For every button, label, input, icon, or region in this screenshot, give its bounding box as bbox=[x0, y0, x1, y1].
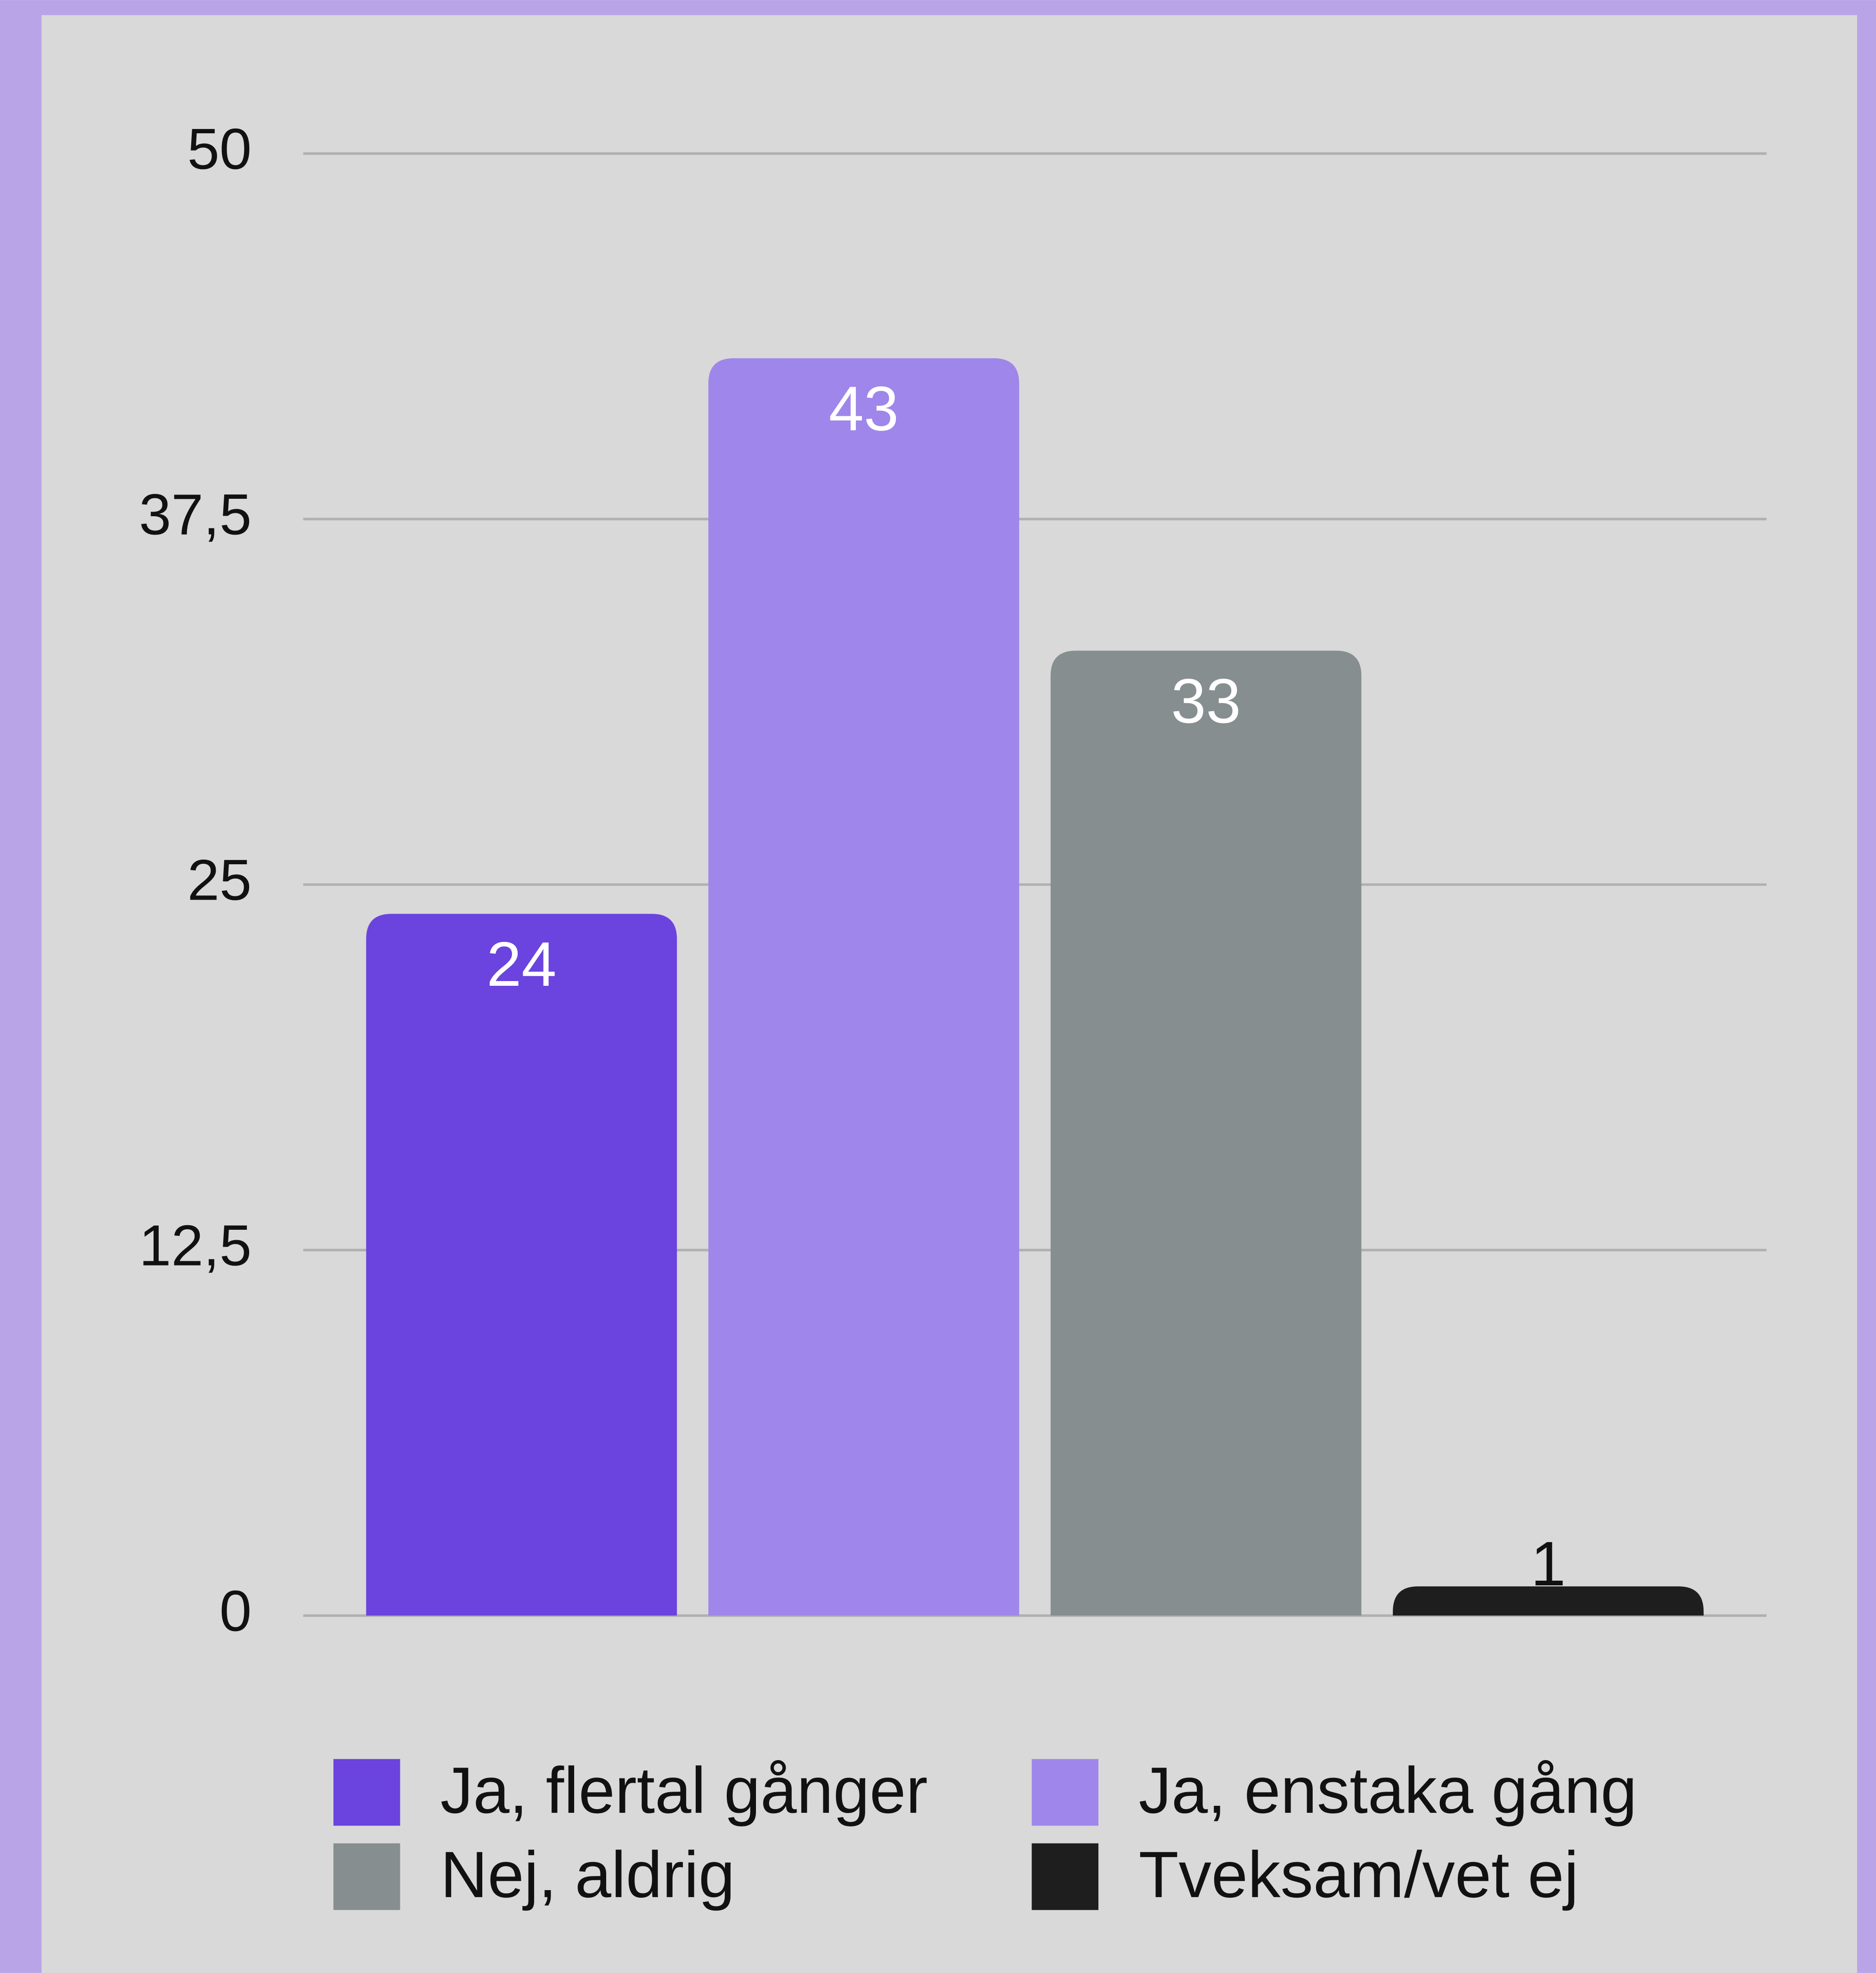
y-tick-label: 12,5 bbox=[139, 1214, 252, 1278]
bar bbox=[1050, 650, 1362, 1616]
value-label: 1 bbox=[1531, 1529, 1566, 1599]
bar bbox=[366, 914, 677, 1616]
y-tick-label: 37,5 bbox=[139, 483, 252, 547]
legend-label: Ja, enstaka gång bbox=[1139, 1754, 1637, 1827]
legend-swatch bbox=[1031, 1843, 1099, 1910]
legend-label: Nej, aldrig bbox=[440, 1838, 735, 1911]
bar bbox=[708, 358, 1019, 1616]
value-label: 43 bbox=[829, 373, 899, 444]
y-tick-label: 0 bbox=[219, 1579, 252, 1644]
bar bbox=[1393, 1586, 1704, 1616]
legend-swatch bbox=[1031, 1759, 1099, 1826]
legend-swatch bbox=[333, 1759, 400, 1826]
y-tick-label: 50 bbox=[187, 117, 252, 182]
legend-label: Ja, flertal gånger bbox=[440, 1754, 928, 1827]
value-label: 33 bbox=[1171, 666, 1241, 736]
y-tick-label: 25 bbox=[187, 848, 252, 913]
value-label: 24 bbox=[487, 929, 557, 999]
legend-label: Tveksam/vet ej bbox=[1139, 1838, 1579, 1911]
legend-swatch bbox=[333, 1843, 400, 1910]
